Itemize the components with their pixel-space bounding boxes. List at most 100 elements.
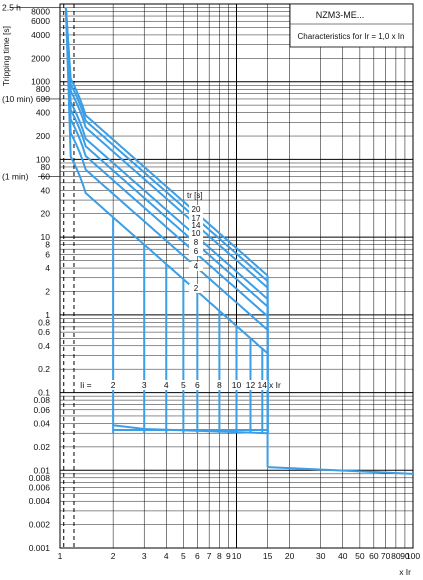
tr-label-bg xyxy=(189,284,203,293)
ii-prefix: Ii = xyxy=(80,380,92,390)
ii-value-label: 4 xyxy=(164,380,169,390)
y-tick-label: 0.2 xyxy=(38,364,50,374)
y-tick-label: 100 xyxy=(36,154,50,164)
ii-label-bg xyxy=(108,380,119,390)
ii-value-label: 3 xyxy=(142,380,147,390)
tr-label-bg xyxy=(189,214,203,223)
y-axis-title: Tripping time [s] xyxy=(1,26,11,86)
ii-value-label: 5 xyxy=(181,380,186,390)
y-tick-label: 0.004 xyxy=(29,496,51,506)
tr-label-bg xyxy=(189,205,203,214)
x-tick-label: 90 xyxy=(400,551,410,561)
x-tick-label: 20 xyxy=(285,551,295,561)
y-tick-label: 400 xyxy=(36,108,50,118)
ii-label-bg xyxy=(231,380,242,390)
title-box xyxy=(289,3,414,48)
y-tick-label: 8 xyxy=(45,240,50,250)
tr-label-bg xyxy=(189,221,203,230)
ii-value-label: 2 xyxy=(111,380,116,390)
y-tick-label: 0.02 xyxy=(33,442,50,452)
x-tick-label: 15 xyxy=(263,551,273,561)
overload-curve xyxy=(64,7,269,331)
overload-curve xyxy=(64,7,269,282)
tail-curve xyxy=(267,466,414,475)
y-tick-label: 0.1 xyxy=(38,388,50,398)
x-tick-label: 60 xyxy=(369,551,379,561)
ii-label-bg xyxy=(178,380,189,390)
y-tick-label: 6000 xyxy=(31,16,50,26)
ii-label-bg xyxy=(257,380,268,390)
tr-label-bg xyxy=(189,238,203,247)
y-tick-label: 1000 xyxy=(31,77,50,87)
title-line2: Characteristics for Ir = 1,0 x In xyxy=(298,32,405,41)
tr-value-label: 8 xyxy=(194,238,199,247)
tr-value-label: 10 xyxy=(192,229,201,238)
overload-curve xyxy=(64,7,269,289)
x-tick-label: 5 xyxy=(181,551,186,561)
ii-value-label: 14 xyxy=(258,380,268,390)
instantaneous-line xyxy=(113,424,268,435)
x-tick-label: 6 xyxy=(195,551,200,561)
y-tick-label: 2000 xyxy=(31,53,50,63)
y-tick-label: 2 xyxy=(45,286,50,296)
y-tick-label: 0.001 xyxy=(29,543,51,553)
y-tick-label: 0.01 xyxy=(33,465,50,475)
overload-curve xyxy=(64,7,269,300)
tr-label-bg xyxy=(189,229,203,238)
x-tick-label: 7 xyxy=(207,551,212,561)
x-tick-label: 30 xyxy=(316,551,326,561)
y-tick-label: 80 xyxy=(41,162,51,172)
x-tick-label: 40 xyxy=(338,551,348,561)
x-tick-label: 2 xyxy=(111,551,116,561)
x-tick-label: 8 xyxy=(217,551,222,561)
ii-value-label: 8 xyxy=(217,380,222,390)
ii-value-label: 6 xyxy=(195,380,200,390)
ii-suffix: x Ir xyxy=(269,380,281,390)
tr-label-bg xyxy=(189,262,203,271)
trip-curves xyxy=(64,7,414,475)
y-tick-label: 0.8 xyxy=(38,317,50,327)
overload-curve xyxy=(64,7,269,277)
ii-label-bg xyxy=(192,380,203,390)
y-tick-label: 0.6 xyxy=(38,327,50,337)
tr-value-label: 4 xyxy=(194,262,199,271)
y-tick-label: 10 xyxy=(41,232,51,242)
y-tick-label: 0.002 xyxy=(29,520,51,530)
ii-value-labels: 2 3 4 5 6 8 10 12 14 xyxy=(108,380,268,390)
tr-value-label: 17 xyxy=(192,214,201,223)
y-tick-label: 0.006 xyxy=(29,483,51,493)
y-tick-label: 800 xyxy=(36,84,50,94)
x-tick-label: 10 xyxy=(232,551,242,561)
ii-value-label: 12 xyxy=(246,380,256,390)
y-tick-label: 6 xyxy=(45,249,50,259)
overload-curve xyxy=(64,7,269,355)
ii-value-label: 10 xyxy=(232,380,242,390)
overload-curve xyxy=(64,7,269,317)
overload-curve xyxy=(64,7,269,308)
x-tick-label: 80 xyxy=(391,551,401,561)
y-tick-label: 0.08 xyxy=(33,395,50,405)
tr-value-label: 14 xyxy=(192,221,201,230)
ii-label-bg xyxy=(214,380,225,390)
y-tick-label: 8000 xyxy=(31,7,50,17)
y-tick-label: 0.4 xyxy=(38,341,50,351)
tr-value-label: 2 xyxy=(194,284,199,293)
y-tick-label: 4000 xyxy=(31,30,50,40)
x-tick-label: 50 xyxy=(355,551,365,561)
axis-labels: 1 2 3 4 5 6 7 8 9 10 15 20 30 40 50 60 70 80 9010080006000… xyxy=(2,3,420,561)
ii-label-bg xyxy=(139,380,150,390)
y-tick-label: 40 xyxy=(41,185,51,195)
x-tick-label: 9 xyxy=(226,551,231,561)
title-line1: NZM3-ME... xyxy=(316,10,365,20)
y-tick-label: 0.06 xyxy=(33,405,50,415)
y-tick-label: 1 xyxy=(45,310,50,320)
time-marker-label: (10 min) xyxy=(2,94,33,104)
tr-value-label: 20 xyxy=(192,205,201,214)
x-axis-title: x Ir xyxy=(399,567,411,577)
x-tick-label: 70 xyxy=(381,551,391,561)
time-marker-label: (1 min) xyxy=(2,172,29,182)
y-tick-label: 0.04 xyxy=(33,418,50,428)
tr-label: tr [s] xyxy=(187,191,203,200)
y-tick-label: 4 xyxy=(45,263,50,273)
